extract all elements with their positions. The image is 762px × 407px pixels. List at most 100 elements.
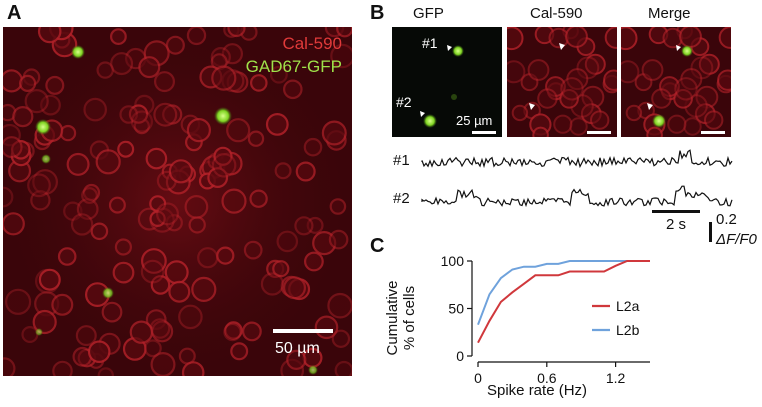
cell-body-a — [226, 118, 251, 143]
cell-body-a — [90, 222, 109, 241]
cell-body-a — [37, 27, 62, 44]
micrograph-merge-svg — [621, 27, 731, 137]
cell-body-a — [143, 339, 162, 358]
cell-body-a — [241, 321, 262, 342]
cell-body-a — [51, 293, 74, 316]
cell-body-b — [576, 56, 600, 80]
scale-bar-a — [273, 329, 333, 333]
scale-bar-merge — [701, 131, 725, 134]
cell-body-b — [694, 103, 716, 125]
cell-body-a — [119, 105, 138, 124]
calcium-traces — [421, 149, 733, 208]
cell-body-a — [130, 110, 153, 133]
cell-body-a — [294, 216, 314, 236]
cell-body-a — [129, 320, 154, 344]
cell-body-a — [38, 268, 61, 291]
cell-body-a — [110, 52, 134, 76]
y-axis-label: Cumulative% of cells — [384, 280, 418, 355]
cell-body-b — [667, 114, 687, 134]
cell-body-a — [330, 43, 352, 69]
column-gfp: GFP — [413, 5, 444, 22]
cell-body-b — [717, 69, 731, 91]
panel-b-letter: B — [370, 2, 385, 24]
cell-body-a — [265, 112, 289, 136]
cell-body-b — [698, 53, 720, 75]
cell-body-b — [532, 126, 549, 137]
amp-scale-value: 0.2 — [716, 211, 737, 228]
scale-bar-a-label: 50 µm — [275, 340, 320, 357]
cumulative-chart: 0 50 100 0 0.6 1.2 L2a L2b — [441, 253, 650, 386]
cell-body-a — [328, 229, 349, 250]
cell-body-a — [87, 340, 111, 363]
cell-body-a — [45, 75, 65, 95]
cell-body-a — [230, 342, 249, 361]
cell-body-a — [153, 102, 178, 127]
cell-body-a — [168, 280, 191, 303]
cell-body-b — [507, 60, 526, 84]
cell-body-b — [651, 88, 672, 109]
cell-body-a — [3, 69, 24, 93]
cell-body-a — [188, 216, 206, 234]
cell-body-a — [260, 272, 284, 296]
cell-body-a — [276, 230, 299, 253]
cell-body-a — [83, 97, 107, 122]
legend-cal590: Cal-590 — [282, 34, 342, 53]
cell-body-a — [165, 35, 185, 55]
cell-body-b — [565, 27, 588, 48]
cell-body-a — [282, 79, 303, 100]
cell-body-a — [3, 123, 21, 147]
cell-body-a — [57, 247, 77, 266]
cell-body-a — [154, 71, 176, 93]
cell-1-label: #1 — [422, 35, 438, 51]
cell-body-b — [604, 27, 617, 49]
cell-body-a — [168, 159, 193, 184]
time-scale-label: 2 s — [666, 216, 687, 233]
trace-2 — [421, 185, 733, 208]
scale-bar-b-label: 25 µm — [456, 113, 493, 128]
cell-body-a — [295, 161, 316, 182]
cell-body-a — [329, 198, 347, 215]
cell-body-b — [690, 56, 714, 80]
cell-body-b — [560, 77, 584, 101]
cell-body-a — [178, 347, 196, 365]
y-tick-label: 100 — [441, 253, 465, 269]
cell-body-b — [580, 103, 602, 125]
cell-body-b — [545, 76, 566, 97]
cell-body-a — [101, 301, 123, 323]
cell-body-a — [156, 202, 180, 226]
cell-body-b — [603, 69, 617, 91]
cell-body-a — [162, 104, 183, 125]
panel-c-letter: C — [370, 235, 385, 257]
cell-body-a — [149, 318, 171, 339]
time-scale-bar — [652, 210, 700, 213]
cell-body-a — [216, 246, 235, 265]
cell-body-a — [138, 56, 161, 79]
cell-body-a — [270, 65, 288, 84]
cell-body-a — [227, 27, 246, 38]
cell-body-b — [679, 27, 702, 48]
cell-body-a — [32, 309, 57, 335]
column-cal590: Cal-590 — [530, 5, 583, 22]
cell-body-a — [32, 169, 58, 195]
y-axis-label-text: Cumulative% of cells — [384, 280, 418, 355]
cell-body-a — [181, 361, 205, 376]
cell-body-a — [336, 27, 352, 38]
cell-body-a — [303, 137, 323, 157]
cell-body-b — [646, 126, 663, 137]
panel-a-micrograph: Cal-590 GAD67-GFP 50 µm — [3, 27, 352, 376]
cell-body-a — [334, 360, 352, 376]
cell-body-b — [621, 27, 638, 51]
series-line-l2b — [477, 260, 650, 326]
cell-body-a — [221, 188, 247, 214]
cell-body-a — [165, 213, 183, 232]
cell-body-a — [149, 210, 166, 227]
cell-body-a — [321, 120, 347, 146]
cell-2-label: #2 — [396, 94, 412, 110]
cell-body-b — [673, 89, 693, 109]
cell-body-a — [5, 288, 32, 315]
cell-body-b — [553, 114, 573, 134]
cell-body-a — [145, 147, 168, 170]
cell-body-b — [718, 27, 731, 49]
cell-body-a — [3, 357, 16, 376]
cell-body-a — [27, 173, 51, 198]
